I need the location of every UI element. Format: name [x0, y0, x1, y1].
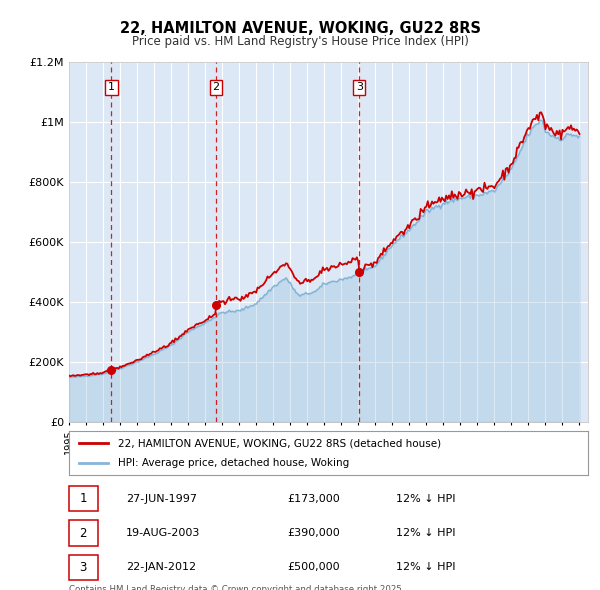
- Bar: [69, 486, 98, 512]
- Text: £500,000: £500,000: [287, 562, 340, 572]
- Text: £390,000: £390,000: [287, 528, 340, 538]
- Text: 2: 2: [212, 83, 220, 93]
- Text: 3: 3: [356, 83, 363, 93]
- Text: 12% ↓ HPI: 12% ↓ HPI: [396, 494, 455, 504]
- Text: 1: 1: [108, 83, 115, 93]
- Text: 27-JUN-1997: 27-JUN-1997: [126, 494, 197, 504]
- Text: 2: 2: [80, 526, 87, 539]
- Text: 22, HAMILTON AVENUE, WOKING, GU22 8RS: 22, HAMILTON AVENUE, WOKING, GU22 8RS: [119, 21, 481, 35]
- Text: 12% ↓ HPI: 12% ↓ HPI: [396, 528, 455, 538]
- Text: 19-AUG-2003: 19-AUG-2003: [126, 528, 200, 538]
- Text: 3: 3: [80, 560, 87, 573]
- Text: HPI: Average price, detached house, Woking: HPI: Average price, detached house, Woki…: [118, 458, 350, 467]
- Text: £173,000: £173,000: [287, 494, 340, 504]
- Text: 22-JAN-2012: 22-JAN-2012: [126, 562, 196, 572]
- Text: Contains HM Land Registry data © Crown copyright and database right 2025.
This d: Contains HM Land Registry data © Crown c…: [69, 585, 404, 590]
- Text: Price paid vs. HM Land Registry's House Price Index (HPI): Price paid vs. HM Land Registry's House …: [131, 35, 469, 48]
- Text: 1: 1: [80, 492, 87, 505]
- Bar: [69, 555, 98, 580]
- Bar: [69, 520, 98, 546]
- Text: 12% ↓ HPI: 12% ↓ HPI: [396, 562, 455, 572]
- Text: 22, HAMILTON AVENUE, WOKING, GU22 8RS (detached house): 22, HAMILTON AVENUE, WOKING, GU22 8RS (d…: [118, 438, 442, 448]
